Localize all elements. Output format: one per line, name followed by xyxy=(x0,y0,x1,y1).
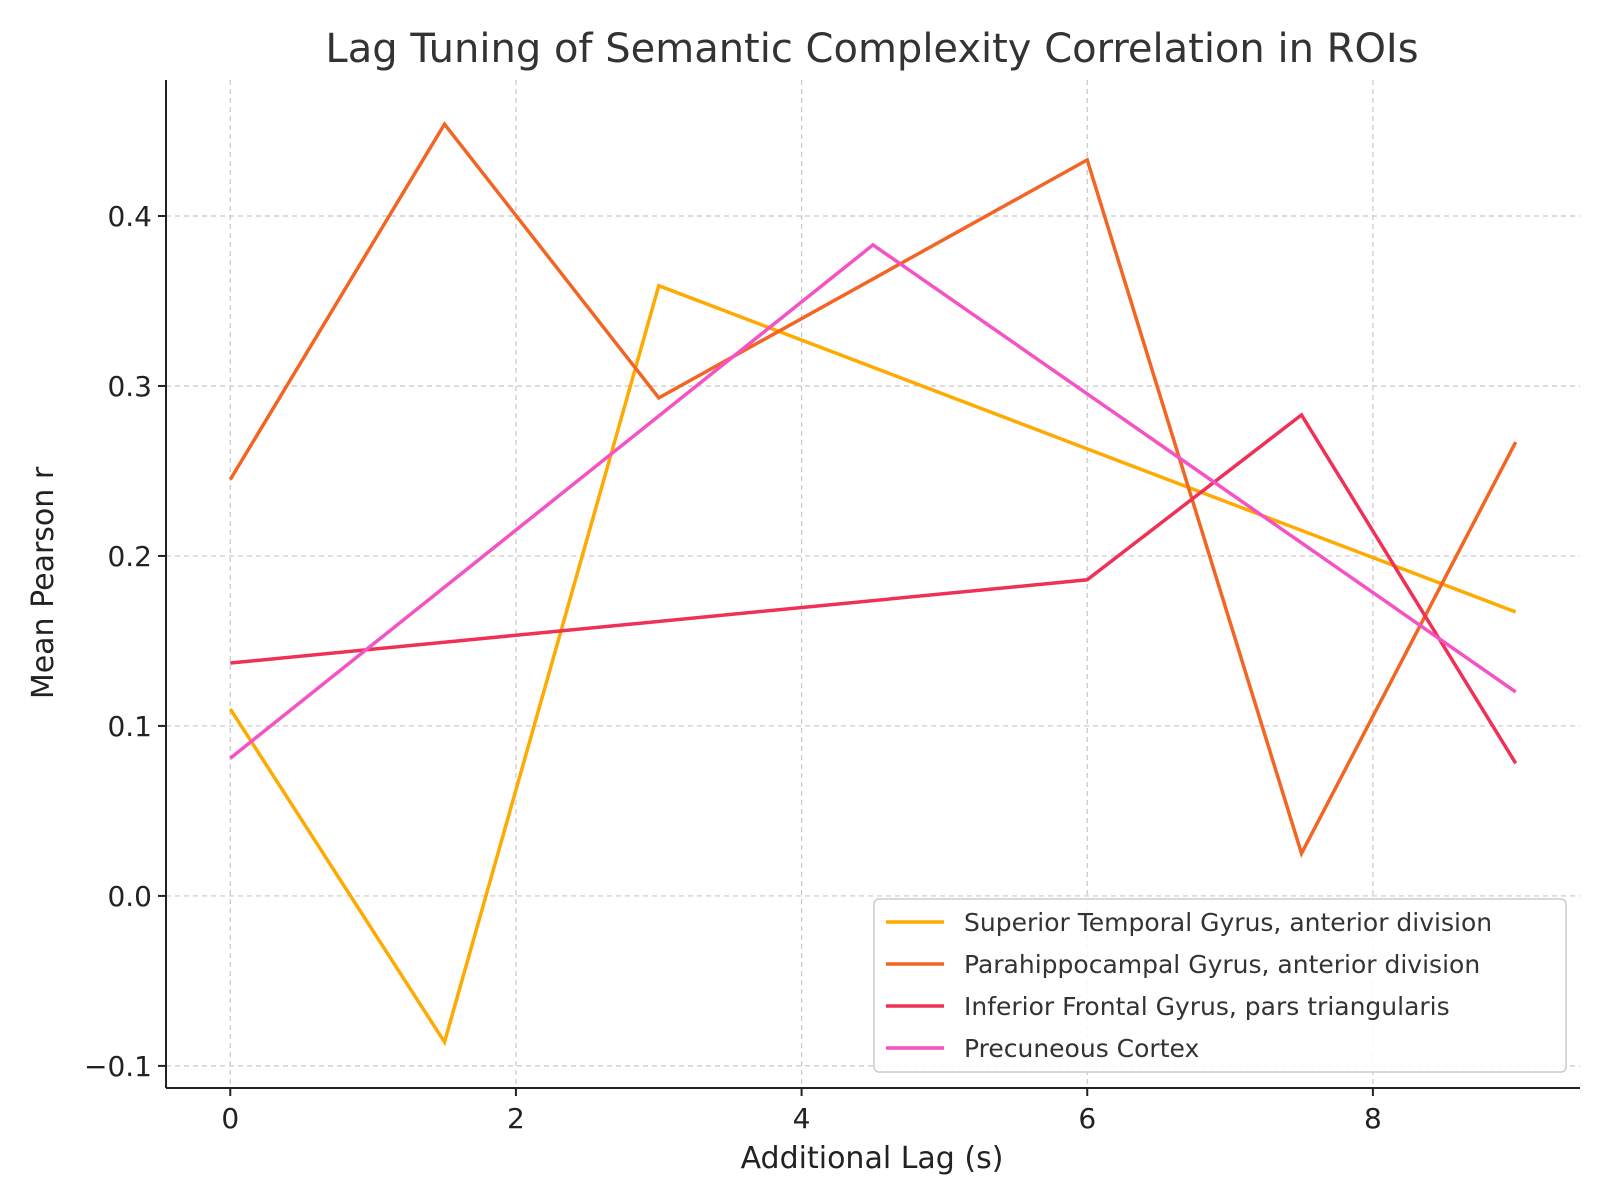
x-tick-label: 0 xyxy=(221,1102,239,1135)
ticks-layer: 0 2 4 6 8 −0.1 0.0 0.1 0.2 0.3 0.4 xyxy=(84,200,1382,1135)
legend-label: Precuneous Cortex xyxy=(964,1034,1199,1063)
chart-title: Lag Tuning of Semantic Complexity Correl… xyxy=(325,26,1418,72)
series-line-4 xyxy=(229,242,1517,760)
y-tick-label: 0.0 xyxy=(107,880,152,913)
x-tick-label: 8 xyxy=(1364,1102,1382,1135)
x-tick-label: 2 xyxy=(507,1102,525,1135)
x-tick-label: 4 xyxy=(793,1102,811,1135)
y-tick-label: −0.1 xyxy=(84,1050,152,1083)
x-tick-label: 6 xyxy=(1078,1102,1096,1135)
legend-label: Inferior Frontal Gyrus, pars triangulari… xyxy=(964,992,1450,1021)
legend-box xyxy=(873,898,1567,1073)
series-line-3 xyxy=(230,412,1518,765)
legend-label: Superior Temporal Gyrus, anterior divisi… xyxy=(964,908,1492,937)
y-tick-label: 0.1 xyxy=(107,710,152,743)
x-axis-label: Additional Lag (s) xyxy=(741,1141,1004,1176)
y-tick-label: 0.4 xyxy=(107,200,152,233)
axes-layer xyxy=(165,80,1580,1089)
y-tick-label: 0.3 xyxy=(107,370,152,403)
series-layer xyxy=(228,121,1518,1047)
y-tick-label: 0.2 xyxy=(107,540,152,573)
series-line-2 xyxy=(228,121,1518,858)
y-axis-label: Mean Pearson r xyxy=(26,466,61,699)
legend-label: Parahippocampal Gyrus, anterior division xyxy=(964,950,1480,979)
legend: Superior Temporal Gyrus, anterior divisi… xyxy=(873,898,1567,1073)
series-line-1 xyxy=(228,283,1517,1047)
